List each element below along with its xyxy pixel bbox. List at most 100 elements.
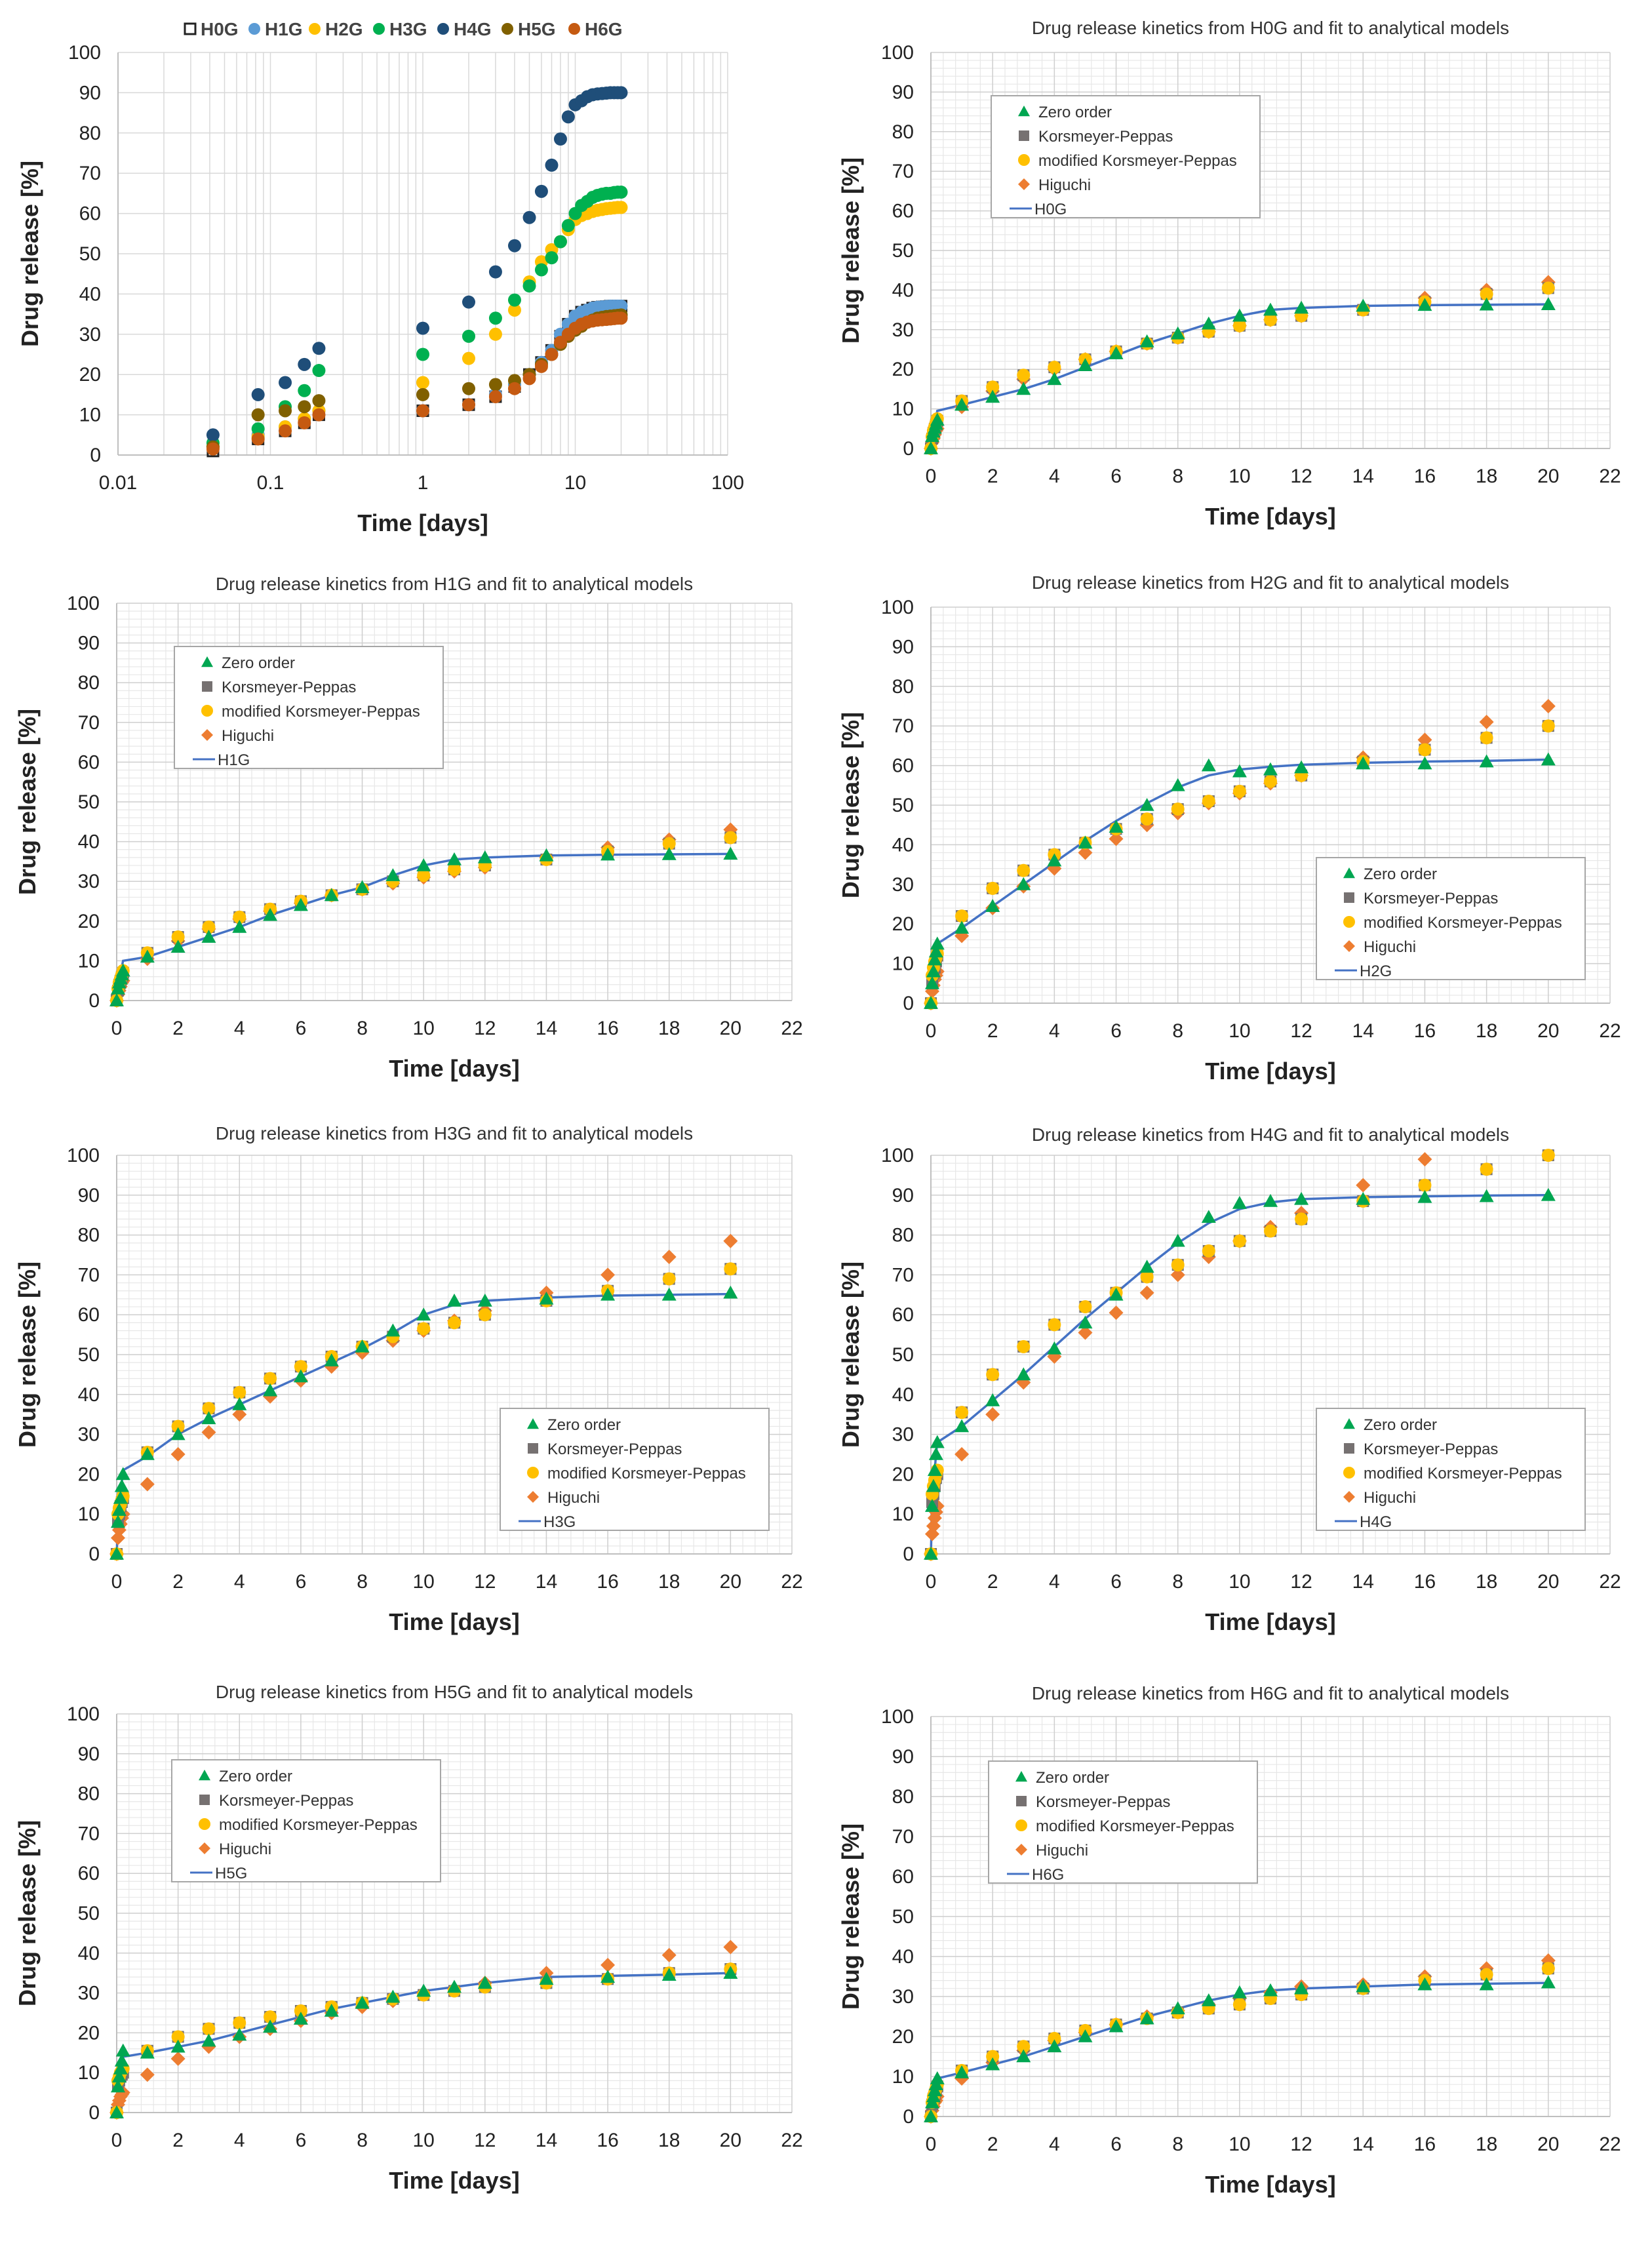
x-tick-label: 0 xyxy=(926,466,937,487)
legend-item: Higuchi xyxy=(1018,176,1091,194)
data-point xyxy=(1541,719,1555,733)
y-tick-label: 20 xyxy=(892,359,914,380)
legend-item-H6G: H6G xyxy=(568,19,623,39)
y-tick-label: 90 xyxy=(892,81,914,103)
series-zero-order xyxy=(924,297,1556,454)
data-point xyxy=(955,909,969,923)
x-tick-label: 2 xyxy=(172,1018,184,1039)
legend-label: Zero order xyxy=(547,1416,621,1434)
data-point xyxy=(1263,762,1278,776)
x-tick-label: 16 xyxy=(1414,1571,1436,1593)
data-point xyxy=(553,235,567,248)
y-tick-label: 20 xyxy=(892,1463,914,1485)
data-point xyxy=(561,110,575,124)
y-tick-label: 80 xyxy=(78,1783,100,1805)
data-point xyxy=(417,869,431,883)
y-tick-label: 40 xyxy=(78,1943,100,1964)
data-point xyxy=(1201,1993,1216,2006)
x-tick-label: 20 xyxy=(720,1018,741,1039)
data-point xyxy=(233,2016,246,2030)
y-tick-label: 60 xyxy=(892,755,914,777)
legend-marker xyxy=(1018,178,1030,190)
data-point xyxy=(477,1293,492,1307)
x-tick-label: 14 xyxy=(1352,1020,1374,1042)
data-point xyxy=(1170,2001,1185,2015)
legend-box xyxy=(991,95,1261,218)
legend-label: H0G xyxy=(1034,201,1067,218)
legend-item: Korsmeyer-Peppas xyxy=(202,679,356,696)
data-point xyxy=(1017,368,1031,382)
y-tick-label: 20 xyxy=(79,364,101,386)
data-point xyxy=(140,1477,155,1492)
data-point xyxy=(1263,302,1278,316)
data-point xyxy=(416,404,429,418)
legend-item: H4G xyxy=(1335,1513,1392,1531)
data-point xyxy=(355,1339,370,1353)
data-point xyxy=(522,279,536,293)
data-point xyxy=(109,2105,124,2118)
legend-label: Zero order xyxy=(1038,104,1112,121)
data-point xyxy=(1139,334,1154,348)
legend-label: Zero order xyxy=(219,1768,292,1785)
data-point xyxy=(298,400,311,414)
data-point xyxy=(1417,1152,1432,1167)
legend-item: Zero order xyxy=(199,1768,292,1785)
legend-item: Higuchi xyxy=(199,1840,271,1858)
data-point xyxy=(1541,1149,1555,1162)
data-point xyxy=(1170,326,1185,340)
y-tick-label: 50 xyxy=(892,240,914,262)
data-point xyxy=(723,1966,738,1979)
data-point xyxy=(1479,297,1494,311)
data-point xyxy=(355,880,370,894)
legend-marker xyxy=(527,1467,539,1479)
y-tick-label: 10 xyxy=(79,405,101,426)
data-point xyxy=(416,858,431,871)
data-point xyxy=(723,1233,738,1248)
legend-label: Korsmeyer-Peppas xyxy=(219,1792,353,1810)
chart-title: Drug release kinetics from H1G and fit t… xyxy=(216,574,693,594)
data-point xyxy=(1541,752,1556,766)
data-point xyxy=(954,1419,970,1433)
legend-label: Higuchi xyxy=(547,1489,600,1507)
legend-label: H5G xyxy=(518,19,556,39)
legend-item: Higuchi xyxy=(1015,1842,1088,1859)
data-point xyxy=(385,1323,401,1337)
series-zero-order xyxy=(924,1187,1556,1560)
x-tick-label: 8 xyxy=(357,2130,368,2151)
legend-item: Korsmeyer-Peppas xyxy=(1344,1440,1498,1458)
x-tick-label: 12 xyxy=(1290,1020,1312,1042)
chart-title: Drug release kinetics from H3G and fit t… xyxy=(216,1123,693,1143)
y-tick-label: 90 xyxy=(892,1746,914,1768)
chart-title: Drug release kinetics from H4G and fit t… xyxy=(1032,1124,1509,1145)
legend-marker xyxy=(1343,940,1355,952)
y-tick-label: 90 xyxy=(79,82,101,104)
x-tick-label: 10 xyxy=(412,1018,434,1039)
legend-marker xyxy=(1343,1418,1355,1429)
y-tick-label: 70 xyxy=(892,1264,914,1286)
data-point xyxy=(113,2061,128,2075)
data-point xyxy=(263,1383,278,1397)
x-tick-label: 22 xyxy=(781,1018,802,1039)
data-point xyxy=(115,1467,130,1480)
data-point xyxy=(1232,784,1246,798)
x-tick-label: 0.1 xyxy=(257,472,285,494)
x-tick-label: 12 xyxy=(474,2130,496,2151)
y-tick-label: 80 xyxy=(79,123,101,144)
legend-label: Korsmeyer-Peppas xyxy=(1364,1440,1498,1458)
data-point xyxy=(462,351,475,365)
data-point xyxy=(294,2004,307,2017)
legend-marker xyxy=(199,1842,210,1854)
x-tick-label: 6 xyxy=(1111,1020,1122,1042)
data-point xyxy=(462,382,475,395)
x-axis-title: Time [days] xyxy=(1205,1608,1335,1635)
data-point xyxy=(986,881,1000,895)
data-point xyxy=(251,408,265,422)
data-point xyxy=(111,2069,127,2083)
y-tick-label: 100 xyxy=(67,1703,100,1725)
legend-marker xyxy=(184,22,197,35)
data-point xyxy=(614,311,628,325)
legend-item: Higuchi xyxy=(527,1489,600,1507)
data-point xyxy=(1047,853,1062,867)
data-point xyxy=(927,1463,942,1477)
legend-marker xyxy=(201,729,213,741)
